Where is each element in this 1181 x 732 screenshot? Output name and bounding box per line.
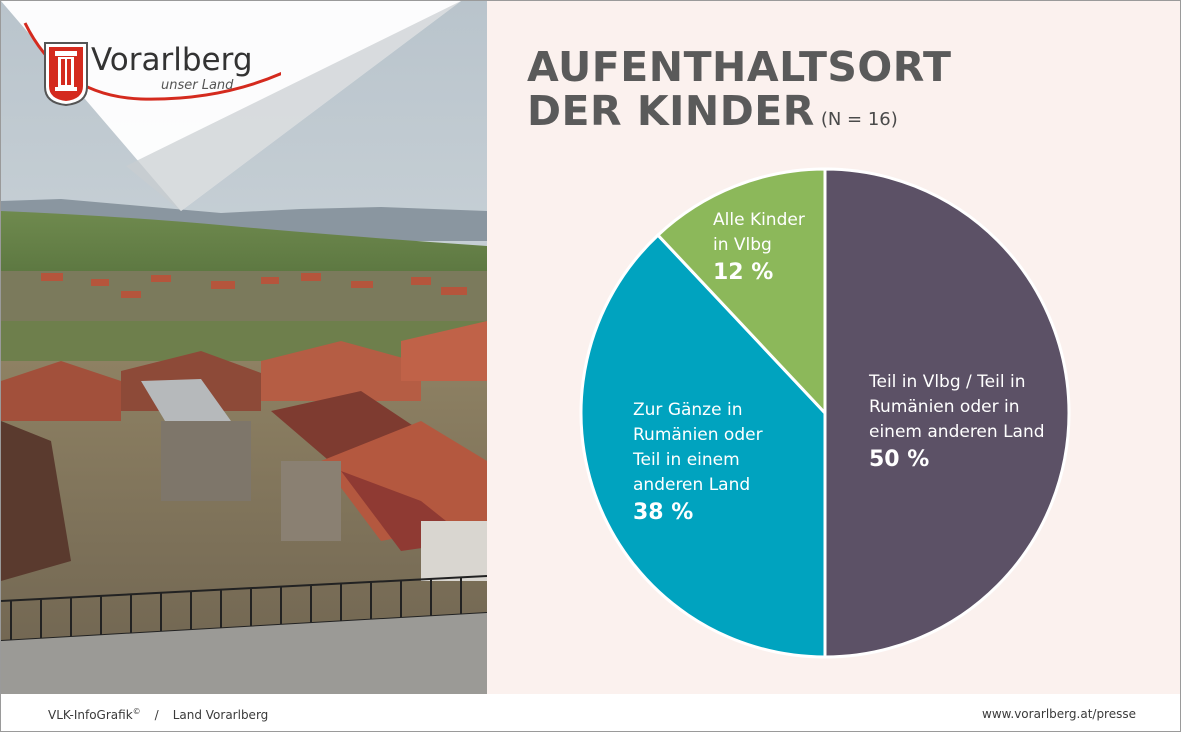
- slice-value-label: 38 %: [633, 500, 693, 525]
- pie-slice-1: [823, 167, 1071, 659]
- slice-label-text: in Vlbg: [713, 235, 772, 255]
- vorarlberg-logo: [23, 22, 281, 107]
- source-text: Land Vorarlberg: [172, 708, 269, 722]
- copyright-mark: ©: [132, 707, 141, 716]
- slice-label-text: einem anderen Land: [869, 422, 1045, 442]
- slice-label-3: Alle Kinder in Vlbg 12 %: [713, 210, 805, 285]
- footer: VLK-InfoGrafik© / Land Vorarlberg www.vora…: [1, 694, 1180, 731]
- pie-slice-3: [655, 167, 827, 417]
- footer-credit: VLK-InfoGrafik© / Land Vorarlberg: [48, 707, 268, 722]
- pie-chart: Teil in Vlbg / Teil in Rumänien oder in ei…: [579, 167, 1071, 659]
- slice-label-text: Zur Gänze in: [633, 400, 742, 420]
- slice-label-text: Alle Kinder: [713, 210, 805, 230]
- pie-slice-2: [579, 233, 827, 659]
- village-photo-illustration: [1, 1, 487, 694]
- slice-label-1: Teil in Vlbg / Teil in Rumänien oder in ei…: [868, 372, 1045, 472]
- slice-label-text: Teil in Vlbg / Teil in: [868, 372, 1025, 392]
- title-line-2: DER KINDER (N = 16): [527, 89, 952, 142]
- footer-separator: /: [154, 708, 159, 722]
- village-photo: Vorarlberg unser Land: [1, 1, 487, 694]
- slice-label-text: Teil in einem: [632, 450, 740, 470]
- coat-of-arms-icon: [44, 42, 88, 107]
- sample-size: (N = 16): [820, 109, 898, 130]
- slice-value-label: 12 %: [713, 260, 773, 285]
- footer-url[interactable]: www.vorarlberg.at/presse: [982, 707, 1136, 721]
- chart-title: AUFENTHALTSORT DER KINDER (N = 16): [527, 45, 952, 142]
- chart-panel: AUFENTHALTSORT DER KINDER (N = 16) Teil i…: [487, 1, 1180, 694]
- credit-text: VLK-InfoGrafik: [48, 708, 133, 722]
- slice-label-text: anderen Land: [633, 475, 750, 495]
- brand-name: Vorarlberg: [91, 42, 253, 78]
- slice-label-text: Rumänien oder in: [869, 397, 1019, 417]
- brand-tagline: unser Land: [161, 78, 234, 93]
- slice-value-label: 50 %: [869, 447, 929, 472]
- title-line-1: AUFENTHALTSORT: [527, 43, 952, 91]
- slice-label-2: Zur Gänze in Rumänien oder Teil in einem an…: [632, 400, 763, 525]
- title-line-2-text: DER KINDER: [527, 87, 815, 135]
- slice-label-text: Rumänien oder: [633, 425, 763, 445]
